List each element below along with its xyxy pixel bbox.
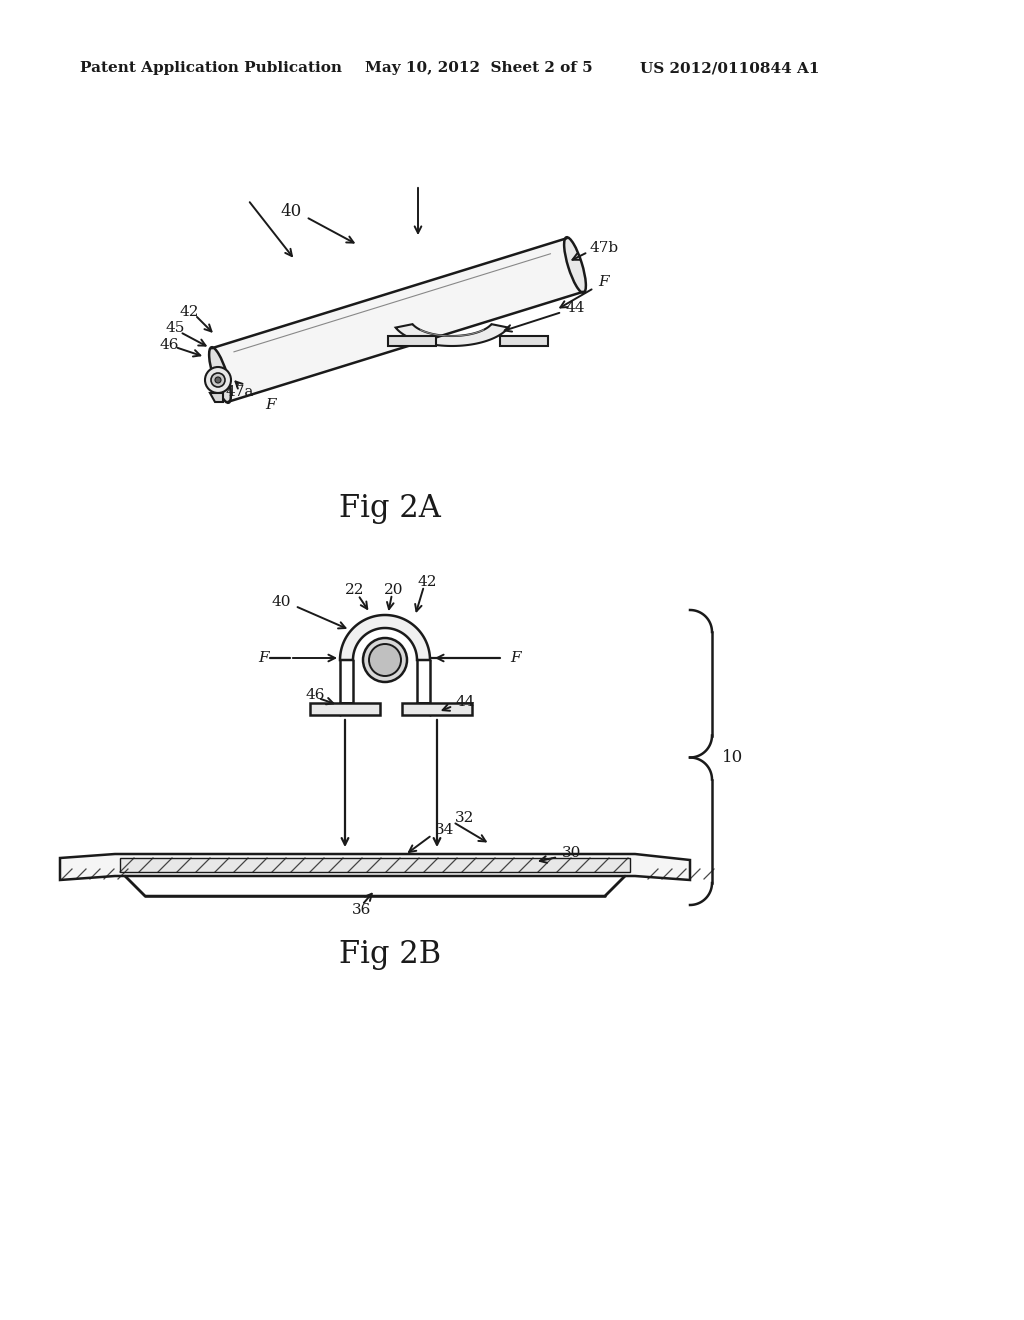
- Text: 30: 30: [562, 846, 582, 861]
- Polygon shape: [212, 238, 584, 401]
- Text: 42: 42: [418, 576, 437, 589]
- Text: 44: 44: [455, 696, 474, 709]
- Text: May 10, 2012  Sheet 2 of 5: May 10, 2012 Sheet 2 of 5: [365, 61, 593, 75]
- Polygon shape: [402, 704, 472, 715]
- Polygon shape: [210, 393, 223, 403]
- Circle shape: [362, 638, 407, 682]
- Text: US 2012/0110844 A1: US 2012/0110844 A1: [640, 61, 819, 75]
- Text: F: F: [598, 275, 608, 289]
- Text: F: F: [265, 399, 275, 412]
- Circle shape: [211, 374, 225, 387]
- Polygon shape: [395, 325, 508, 346]
- Text: 47b: 47b: [590, 242, 620, 255]
- Text: Fig 2A: Fig 2A: [339, 492, 441, 524]
- Circle shape: [205, 367, 231, 393]
- Polygon shape: [60, 854, 690, 880]
- Text: 44: 44: [565, 301, 585, 315]
- Text: 36: 36: [352, 903, 372, 917]
- Circle shape: [215, 378, 221, 383]
- Text: 47a: 47a: [226, 385, 254, 399]
- Text: 45: 45: [165, 321, 184, 335]
- Text: 22: 22: [345, 583, 365, 597]
- Polygon shape: [501, 335, 549, 346]
- Text: 10: 10: [722, 748, 743, 766]
- Text: F: F: [258, 651, 268, 665]
- Text: 32: 32: [455, 810, 474, 825]
- Text: 40: 40: [272, 595, 292, 609]
- Ellipse shape: [564, 238, 586, 293]
- Text: Patent Application Publication: Patent Application Publication: [80, 61, 342, 75]
- Text: 34: 34: [435, 822, 455, 837]
- Polygon shape: [388, 335, 435, 346]
- Text: F: F: [510, 651, 520, 665]
- Text: Fig 2B: Fig 2B: [339, 940, 441, 970]
- Polygon shape: [340, 615, 430, 660]
- Circle shape: [369, 644, 401, 676]
- Text: 46: 46: [305, 688, 325, 702]
- Text: 42: 42: [180, 305, 200, 319]
- Text: 40: 40: [280, 203, 301, 220]
- Polygon shape: [310, 704, 380, 715]
- Polygon shape: [120, 858, 630, 873]
- Text: 46: 46: [160, 338, 179, 352]
- Text: 20: 20: [384, 583, 403, 597]
- Ellipse shape: [209, 347, 230, 403]
